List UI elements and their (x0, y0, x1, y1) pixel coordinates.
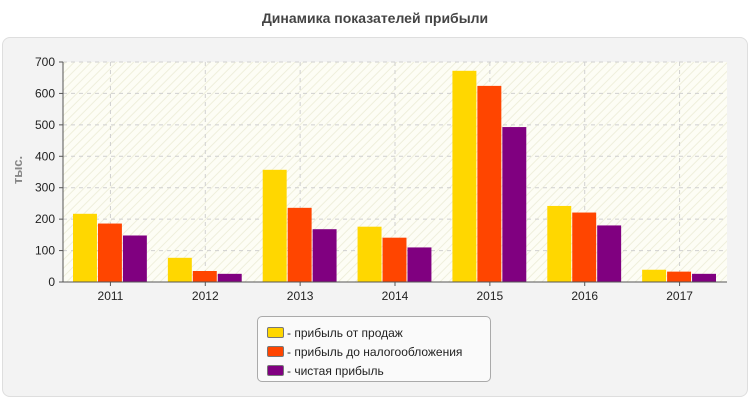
legend-item: - чистая прибыль (267, 361, 490, 380)
bar (217, 273, 242, 282)
bar (692, 273, 716, 282)
y-tick-label: 0 (48, 275, 55, 289)
legend-item: - прибыль от продаж (267, 323, 490, 342)
bar (192, 271, 217, 282)
y-tick-label: 100 (35, 244, 55, 258)
bar (97, 223, 122, 282)
bar (667, 271, 692, 282)
bar (572, 212, 597, 282)
x-tick-label: 2016 (571, 289, 598, 303)
x-tick-label: 2013 (287, 289, 314, 303)
x-tick-label: 2017 (666, 289, 693, 303)
bar (357, 226, 382, 282)
y-tick-label: 600 (35, 86, 55, 100)
y-axis-label: тыс. (10, 156, 25, 184)
legend-label: - прибыль до налогообложения (287, 344, 463, 359)
x-tick-label: 2012 (192, 289, 219, 303)
chart-title: Динамика показателей прибыли (261, 10, 489, 26)
bar (502, 127, 527, 282)
bar (547, 205, 572, 282)
bar (642, 269, 667, 282)
bar (477, 85, 502, 282)
x-tick-label: 2015 (477, 289, 504, 303)
x-tick-label: 2014 (382, 289, 409, 303)
legend-label: - чистая прибыль (287, 363, 384, 378)
y-tick-label: 500 (35, 118, 55, 132)
bar (262, 169, 287, 282)
bar (122, 235, 147, 282)
legend-swatch-0 (267, 327, 284, 338)
bar (407, 247, 432, 282)
legend-item: - прибыль до налогообложения (267, 342, 490, 361)
bar (167, 257, 192, 282)
legend-swatch-1 (267, 346, 284, 357)
bar (73, 213, 97, 282)
bar (382, 237, 407, 282)
x-tick-label: 2011 (98, 289, 124, 303)
bar (597, 225, 622, 282)
y-tick-label: 700 (35, 55, 55, 69)
bar (287, 207, 312, 282)
bar (312, 229, 337, 282)
y-tick-label: 300 (35, 181, 55, 195)
legend-swatch-2 (267, 365, 284, 376)
bar (452, 70, 477, 282)
legend-label: - прибыль от продаж (287, 325, 403, 340)
chart-legend: - прибыль от продаж - прибыль до налогоо… (257, 316, 491, 382)
y-tick-label: 200 (35, 212, 55, 226)
y-tick-label: 400 (35, 149, 55, 163)
